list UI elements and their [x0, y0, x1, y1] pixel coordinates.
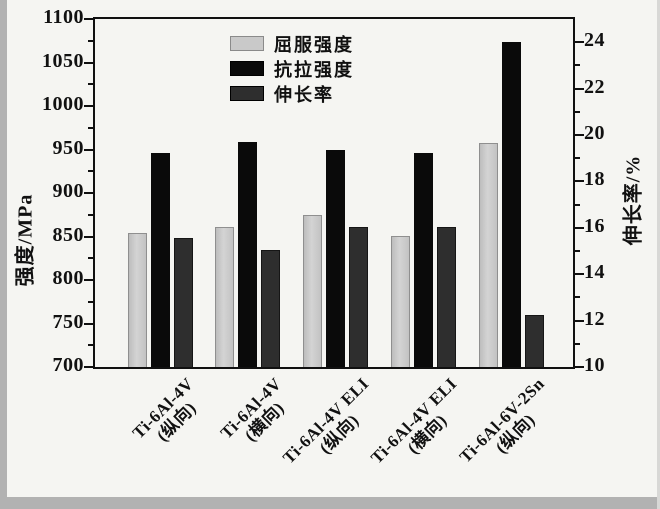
- y-axis-left-tick-label: 950: [52, 136, 84, 159]
- y-axis-right-tick: [575, 366, 584, 368]
- y-axis-left-minor-tick: [88, 83, 93, 86]
- y-axis-left-tick-label: 700: [52, 354, 84, 376]
- y-axis-left-tick-label: 1000: [42, 93, 84, 115]
- x-category-label: Ti-6Al-4V (横向): [217, 374, 299, 456]
- y-axis-right-tick-label: 10: [584, 354, 605, 376]
- y-axis-left-minor-tick: [88, 344, 93, 347]
- bar-tensile-strength: [413, 153, 433, 367]
- y-axis-left-tick: [84, 61, 93, 64]
- y-axis-right-tick: [575, 41, 584, 44]
- legend-swatch-elongation: [230, 86, 264, 101]
- legend-label: 抗拉强度: [274, 59, 354, 80]
- bar-yield-strength: [390, 236, 410, 367]
- bar-elongation: [261, 250, 281, 367]
- y-axis-right-tick-label: 16: [584, 214, 605, 237]
- y-axis-left-minor-tick: [88, 126, 93, 129]
- y-axis-right-minor-tick: [575, 342, 580, 345]
- legend-swatch-yield-strength: [230, 36, 264, 51]
- y-axis-right-tick: [575, 134, 584, 136]
- y-axis-right-tick-label: 14: [584, 261, 605, 284]
- bar-yield-strength: [478, 143, 498, 367]
- bar-elongation: [349, 227, 368, 367]
- photo-edge-left: [0, 0, 7, 509]
- y-axis-left-minor-tick: [88, 170, 93, 173]
- y-axis-right-minor-tick: [575, 64, 580, 67]
- bar-yield-strength: [215, 227, 235, 367]
- y-axis-right-minor-tick: [575, 157, 580, 160]
- y-axis-right-tick-label: 18: [584, 168, 605, 191]
- bar-tensile-strength: [501, 42, 521, 367]
- legend-row: 伸长率: [230, 81, 354, 106]
- y-axis-left-tick: [84, 235, 93, 238]
- y-axis-right-tick: [575, 87, 584, 90]
- y-axis-left-tick-label: 850: [52, 223, 84, 246]
- x-category-label: Ti-6Al-4V ELI (纵向): [280, 374, 387, 481]
- bar-tensile-strength: [150, 153, 170, 367]
- y-axis-right-tick-label: 24: [584, 29, 605, 52]
- bar-elongation: [436, 227, 456, 367]
- bar-elongation: [173, 238, 193, 367]
- y-axis-right-minor-tick: [575, 250, 580, 252]
- plot-area: 屈服强度抗拉强度伸长率: [84, 17, 584, 369]
- photo-edge-right: [657, 0, 660, 509]
- x-category-label: Ti-6Al-4V ELI (横向): [367, 374, 474, 481]
- bar-yield-strength: [127, 233, 147, 367]
- y-axis-left-minor-tick: [88, 257, 93, 260]
- y-axis-right-minor-tick: [575, 203, 580, 206]
- x-category-label: Ti-6Al-6V-2Sn (纵向): [456, 374, 562, 480]
- legend-label: 屈服强度: [274, 34, 354, 55]
- y-axis-left-minor-tick: [88, 300, 93, 303]
- y-axis-left-tick: [84, 148, 93, 151]
- y-axis-left-minor-tick: [88, 39, 93, 42]
- legend-row: 抗拉强度: [230, 56, 354, 81]
- bar-yield-strength: [303, 215, 322, 367]
- y-axis-right-tick: [575, 226, 584, 229]
- y-axis-right-tick: [575, 319, 584, 322]
- y-axis-left-tick: [84, 366, 93, 368]
- bar-tensile-strength: [326, 150, 345, 367]
- y-axis-right-tick: [575, 273, 584, 276]
- y-axis-left-minor-tick: [88, 213, 93, 216]
- legend-row: 屈服强度: [230, 31, 354, 56]
- y-axis-left-tick-label: 900: [52, 180, 84, 202]
- y-axis-left-tick-label: 1100: [43, 6, 84, 28]
- bar-elongation: [524, 315, 544, 367]
- bar-tensile-strength: [238, 142, 258, 367]
- y-axis-left-tick-label: 750: [52, 310, 84, 333]
- y-axis-right-tick-label: 12: [584, 307, 605, 330]
- y-axis-left-tick: [84, 105, 93, 107]
- y-axis-left-tick: [84, 192, 93, 194]
- x-category-label: Ti-6Al-4V (纵向): [129, 374, 211, 456]
- y-axis-right-minor-tick: [575, 296, 580, 299]
- y-axis-left-tick: [84, 279, 93, 281]
- legend-label: 伸长率: [274, 84, 334, 105]
- legend: 屈服强度抗拉强度伸长率: [230, 31, 354, 106]
- y-axis-right-tick-label: 22: [584, 75, 605, 98]
- y-axis-right-tick: [575, 180, 584, 183]
- y-axis-left-tick: [84, 322, 93, 325]
- y-axis-left-tick-label: 1050: [42, 49, 84, 72]
- photo-edge-bottom: [0, 497, 660, 509]
- y-axis-left-tick-label: 800: [52, 267, 84, 289]
- y-axis-right-minor-tick: [575, 110, 580, 113]
- y-axis-left-tick: [84, 18, 93, 20]
- legend-swatch-tensile-strength: [230, 61, 264, 76]
- y-axis-right-tick-label: 20: [584, 122, 605, 144]
